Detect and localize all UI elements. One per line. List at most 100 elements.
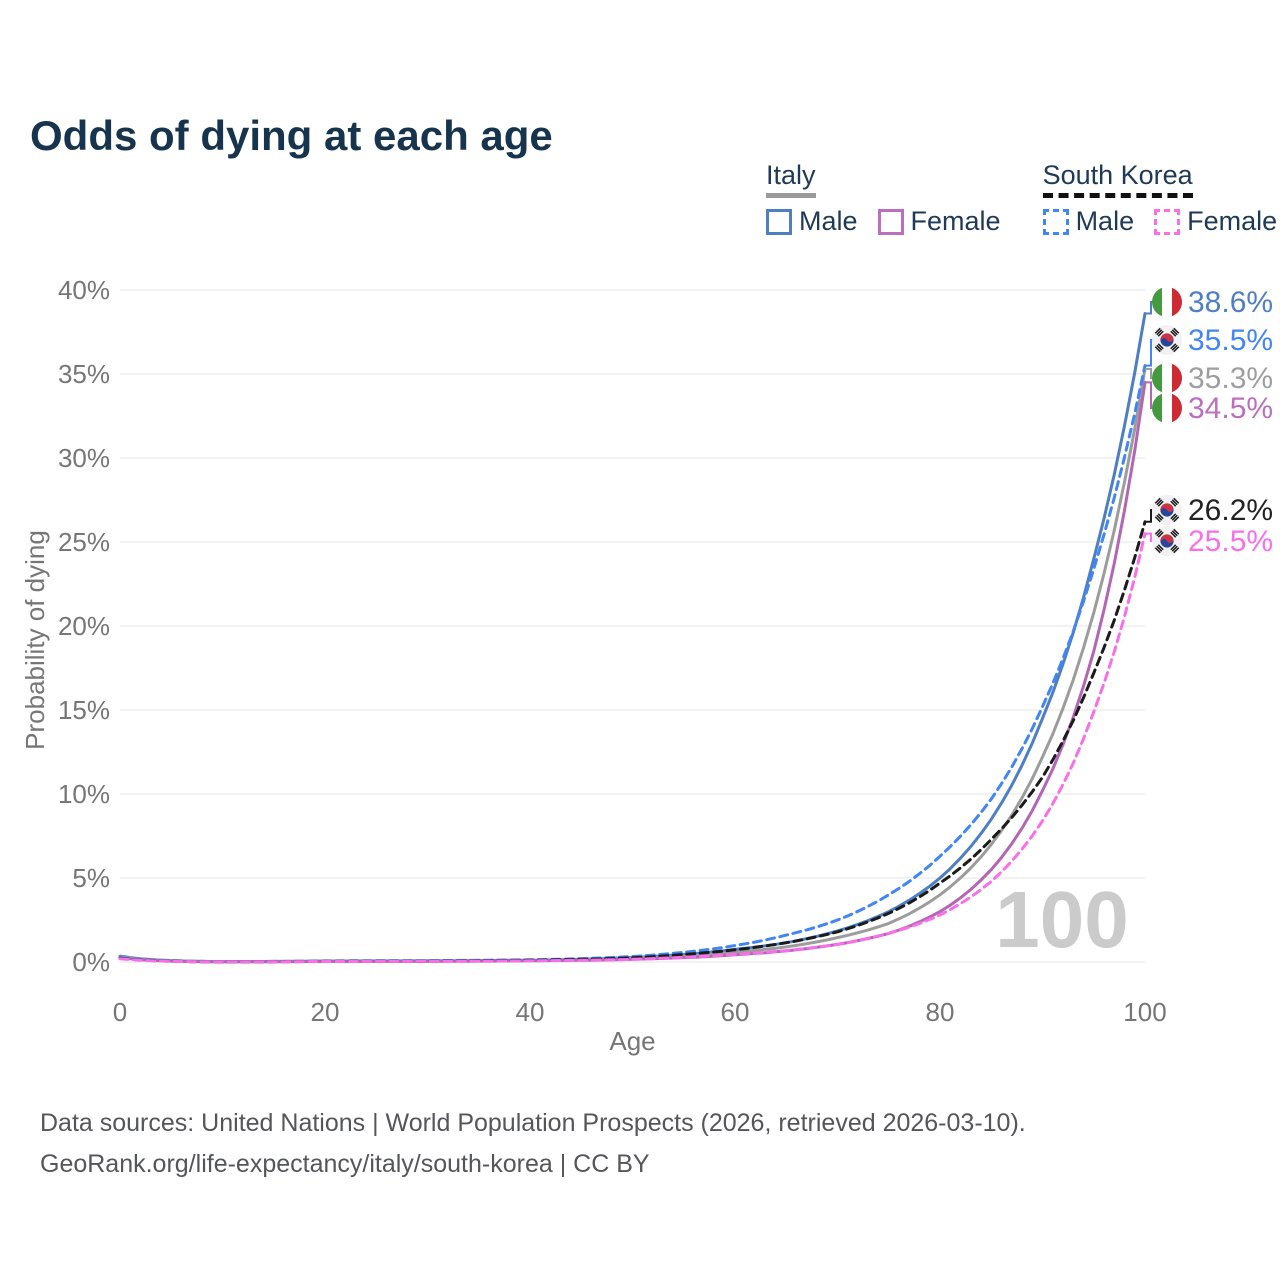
trigram-bar [1173, 516, 1180, 523]
y-tick-label: 30% [58, 443, 110, 473]
italy-white-stripe [1162, 393, 1172, 423]
series-line-korea-male[interactable] [118, 364, 1147, 964]
trigram-bar [1171, 530, 1178, 537]
x-tick-label: 100 [1123, 997, 1166, 1027]
trigram-bar [1171, 514, 1178, 521]
y-tick-label: 0% [72, 947, 110, 977]
y-tick-label: 10% [58, 779, 110, 809]
end-label-value-korea-male: 35.5% [1188, 324, 1273, 357]
taegeuk-red [1160, 333, 1174, 343]
trigram [1170, 327, 1180, 337]
trigram [1170, 497, 1180, 507]
trigram-bar [1173, 497, 1180, 504]
legend-swatch-italy-male [766, 208, 792, 235]
y-tick-label: 15% [58, 695, 110, 725]
y-tick-label: 5% [72, 863, 110, 893]
trigram-bar [1154, 516, 1161, 523]
italy-white-stripe [1162, 363, 1172, 393]
trigram [1154, 327, 1164, 337]
y-tick-label: 35% [58, 359, 110, 389]
south-korea-flag-icon [1152, 325, 1182, 355]
legend-swatch-italy-female [877, 208, 904, 235]
trigram-bar [1171, 344, 1178, 351]
x-axis-title: Age [609, 1026, 655, 1056]
italy-flag-icon [1152, 393, 1182, 423]
series-line-korea-both[interactable] [118, 520, 1147, 964]
south-korea-flag-icon [1152, 495, 1182, 525]
trigram-bar [1154, 346, 1161, 353]
legend-label-italy-female: Female [910, 206, 1001, 236]
trigram [1154, 544, 1164, 554]
italy-flag-icon [1152, 287, 1182, 317]
taegeuk-red [1160, 534, 1174, 544]
trigram-bar [1154, 528, 1161, 535]
trigram [1170, 528, 1180, 538]
trigram-bar [1154, 497, 1161, 504]
series-line-italy-female[interactable] [118, 380, 1147, 964]
italy-green-stripe [1152, 393, 1162, 423]
trigram-bar [1156, 329, 1163, 336]
taegeuk-symbol [1160, 503, 1174, 517]
legend-group-title-south-korea: South Korea [1042, 160, 1193, 198]
italy-white-stripe [1162, 287, 1172, 317]
trigram [1154, 497, 1164, 507]
footer: Data sources: United Nations | World Pop… [40, 1103, 1026, 1185]
taegeuk-red [1160, 503, 1174, 513]
legend-group-title-italy: Italy [766, 160, 816, 198]
italy-red-stripe [1172, 363, 1182, 393]
end-label-connector-korea-both [1145, 509, 1153, 523]
italy-flag-stripes [1152, 393, 1182, 423]
legend-item-south-korea-female[interactable]: Female [1154, 206, 1277, 237]
italy-red-stripe [1172, 393, 1182, 423]
italy-red-stripe [1172, 287, 1182, 317]
end-label-value-korea-both: 26.2% [1188, 494, 1273, 527]
legend-label-italy-male: Male [799, 206, 858, 236]
series-line-italy-male[interactable] [118, 312, 1147, 964]
trigram-bar [1157, 330, 1164, 337]
taegeuk-symbol [1160, 534, 1174, 548]
series-line-korea-female[interactable] [118, 532, 1147, 964]
trigram-bar [1170, 531, 1177, 538]
italy-flag-stripes [1152, 287, 1182, 317]
end-label-value-italy-male: 38.6% [1188, 286, 1273, 319]
trigram-bar [1156, 545, 1163, 552]
legend-swatch-south-korea-female [1154, 208, 1181, 235]
trigram [1170, 544, 1180, 554]
trigram-bar [1170, 500, 1177, 507]
taegeuk-symbol [1160, 333, 1174, 347]
trigram [1154, 343, 1164, 353]
legend-group-south-korea: South Korea Male Female [1042, 160, 1277, 237]
trigram-bar [1171, 545, 1178, 552]
trigram-bar [1170, 330, 1177, 337]
end-label-value-italy-both: 35.3% [1188, 362, 1273, 395]
page-title: Odds of dying at each age [30, 112, 553, 160]
trigram-bar [1173, 528, 1180, 535]
trigram-bar [1170, 343, 1177, 350]
legend-item-italy-female[interactable]: Female [877, 206, 1001, 237]
end-label-value-italy-female: 34.5% [1188, 392, 1273, 425]
y-tick-label: 25% [58, 527, 110, 557]
end-label-value-korea-female: 25.5% [1188, 525, 1273, 558]
end-label-connector-korea-male [1145, 339, 1153, 367]
italy-flag-icon [1152, 363, 1182, 393]
y-tick-label: 40% [58, 275, 110, 305]
south-korea-flag-icon [1152, 526, 1182, 556]
trigram [1170, 343, 1180, 353]
trigram-bar [1171, 329, 1178, 336]
legend-item-italy-male[interactable]: Male [766, 206, 858, 237]
legend-item-south-korea-male[interactable]: Male [1042, 206, 1134, 237]
x-tick-label: 20 [311, 997, 340, 1027]
trigram-bar [1173, 346, 1180, 353]
footer-data-sources: Data sources: United Nations | World Pop… [40, 1109, 1026, 1137]
trigram-bar [1154, 547, 1161, 554]
trigram-bar [1170, 544, 1177, 551]
x-tick-label: 40 [516, 997, 545, 1027]
legend-items-italy: Male Female [766, 206, 1001, 237]
trigram-bar [1156, 514, 1163, 521]
trigram [1154, 528, 1164, 538]
trigram-bar [1157, 500, 1164, 507]
trigram-bar [1170, 513, 1177, 520]
x-tick-label: 60 [721, 997, 750, 1027]
trigram-bar [1156, 530, 1163, 537]
